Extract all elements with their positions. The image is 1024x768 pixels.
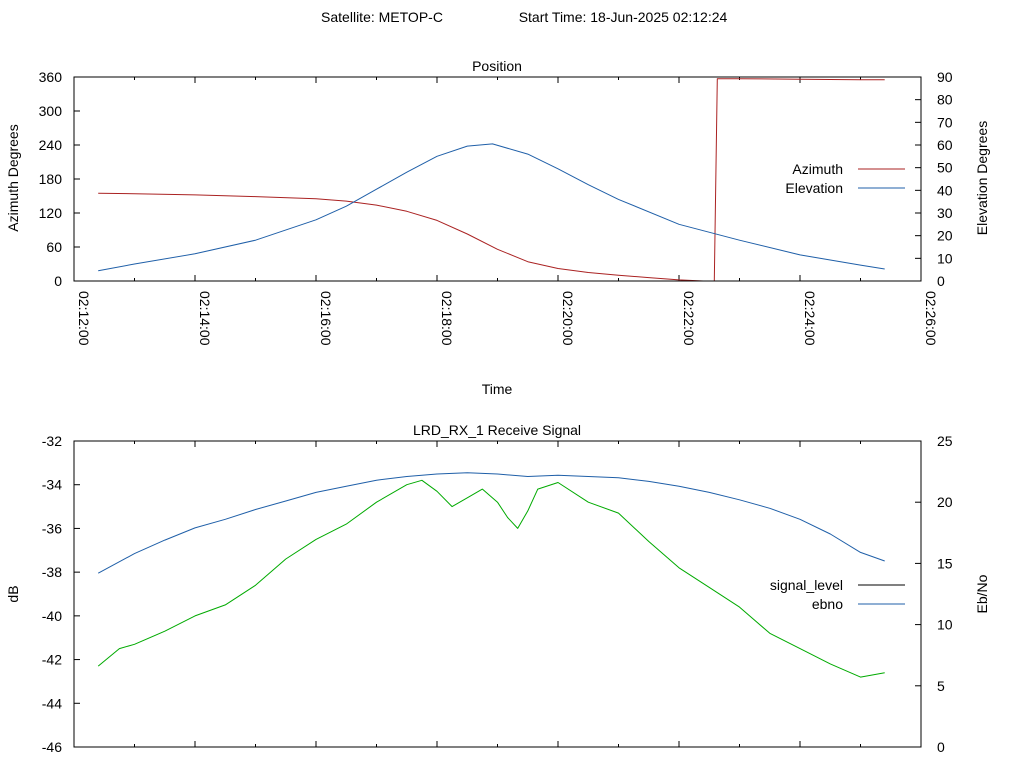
signal-plot-frame <box>73 440 922 748</box>
start-time-label: Start Time: 18-Jun-2025 02:12:24 <box>519 9 728 25</box>
legend-label-ebno: ebno <box>812 596 843 612</box>
y-tick-label-0: 0 <box>54 273 62 289</box>
y2-tick-label-0: 0 <box>937 739 945 755</box>
position-chart: Position Azimuth Degrees Elevation Degre… <box>5 58 990 397</box>
legend-label-elevation: Elevation <box>785 180 843 196</box>
x-tick-label-02-22-00: 02:22:00 <box>681 291 697 346</box>
y2-tick-label-15: 15 <box>937 555 953 571</box>
y-tick-label-120: 120 <box>39 205 63 221</box>
y2-tick-label-30: 30 <box>937 205 953 221</box>
y2-tick-label-80: 80 <box>937 92 953 108</box>
y2-tick-label-70: 70 <box>937 114 953 130</box>
y-tick-label-60: 60 <box>46 239 62 255</box>
y2-tick-label-20: 20 <box>937 494 953 510</box>
x-tick-label-02-26-00: 02:26:00 <box>923 291 939 346</box>
position-legend: Azimuth Elevation <box>785 161 905 196</box>
y2-tick-label-25: 25 <box>937 433 953 449</box>
y2-tick-label-10: 10 <box>937 617 953 633</box>
series-line-elevation <box>98 143 885 272</box>
y2-tick-label-60: 60 <box>937 137 953 153</box>
x-tick-label-02-14-00: 02:14:00 <box>197 291 213 346</box>
y-tick-label-38: -38 <box>42 564 62 580</box>
y-tick-label-240: 240 <box>39 137 63 153</box>
x-tick-label-02-16-00: 02:16:00 <box>318 291 334 346</box>
ebno-axis-label: Eb/No <box>974 574 990 613</box>
y2-tick-label-5: 5 <box>937 678 945 694</box>
series-line-azimuth <box>98 78 885 282</box>
signal-legend: signal_level ebno <box>770 577 905 612</box>
receive-signal-chart: LRD_RX_1 Receive Signal dB Eb/No -46 -44 -… <box>5 422 990 755</box>
series-line-unlabeled-2 <box>97 479 885 678</box>
series-line-ebno <box>97 472 885 574</box>
x-tick-label-02-20-00: 02:20:00 <box>560 291 576 346</box>
x-tick-label-02-24-00: 02:24:00 <box>802 291 818 346</box>
y2-tick-label-0: 0 <box>937 273 945 289</box>
legend-label-signal-level: signal_level <box>770 577 843 593</box>
y2-tick-label-50: 50 <box>937 160 953 176</box>
y2-tick-label-10: 10 <box>937 250 953 266</box>
y-tick-label-300: 300 <box>39 103 63 119</box>
y-tick-label-44: -44 <box>42 695 62 711</box>
y-tick-label-180: 180 <box>39 171 63 187</box>
y-tick-label-42: -42 <box>42 652 62 668</box>
y2-tick-label-40: 40 <box>937 182 953 198</box>
y-tick-label-32: -32 <box>42 433 62 449</box>
receive-signal-chart-title: LRD_RX_1 Receive Signal <box>413 422 581 438</box>
time-axis-label: Time <box>482 381 513 397</box>
y-tick-label-40: -40 <box>42 608 62 624</box>
y-tick-label-46: -46 <box>42 739 62 755</box>
y2-tick-label-90: 90 <box>937 69 953 85</box>
satellite-label: Satellite: METOP-C <box>321 9 443 25</box>
elevation-axis-label: Elevation Degrees <box>974 121 990 235</box>
azimuth-axis-label: Azimuth Degrees <box>5 124 21 231</box>
y-tick-label-36: -36 <box>42 520 62 536</box>
position-chart-title: Position <box>472 58 522 74</box>
y-tick-label-34: -34 <box>42 477 62 493</box>
position-plot-frame <box>73 76 922 282</box>
legend-label-azimuth: Azimuth <box>792 161 843 177</box>
x-tick-label-02-12-00: 02:12:00 <box>76 291 92 346</box>
x-tick-label-02-18-00: 02:18:00 <box>439 291 455 346</box>
y2-tick-label-20: 20 <box>937 228 953 244</box>
y-tick-label-360: 360 <box>39 69 63 85</box>
db-axis-label: dB <box>5 585 21 602</box>
